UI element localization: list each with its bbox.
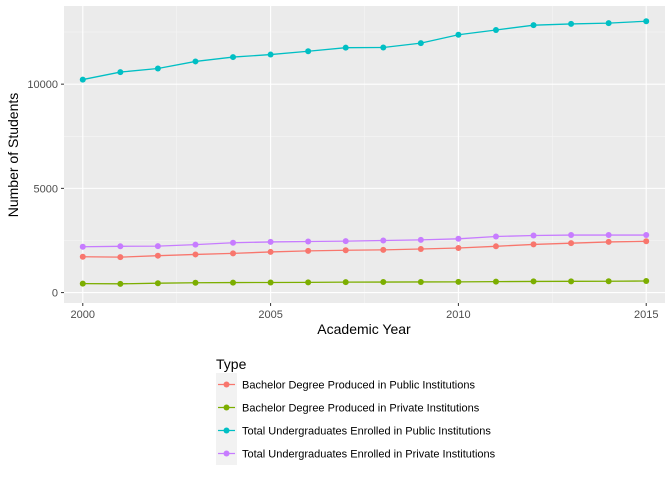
- x-tick-label: 2010: [446, 309, 470, 321]
- legend-label: Bachelor Degree Produced in Public Insti…: [242, 380, 475, 392]
- data-point: [643, 232, 650, 239]
- x-tick-label: 2000: [71, 309, 95, 321]
- series-3: [79, 18, 650, 83]
- data-point: [568, 232, 575, 239]
- data-point: [492, 278, 499, 285]
- legend-item: Bachelor Degree Produced in Private Inst…: [216, 396, 480, 419]
- legend-item: Bachelor Degree Produced in Public Insti…: [216, 373, 475, 396]
- data-point: [192, 58, 199, 65]
- legend-item: Total Undergraduates Enrolled in Private…: [216, 442, 496, 465]
- y-tick-label: 10000: [27, 79, 58, 91]
- data-point: [230, 250, 237, 257]
- data-point: [230, 279, 237, 286]
- data-point: [267, 248, 274, 255]
- legend-label: Total Undergraduates Enrolled in Public …: [242, 426, 491, 438]
- y-axis: 0 5000 10000: [27, 79, 64, 300]
- x-tick-label: 2015: [634, 309, 658, 321]
- data-point: [117, 243, 124, 250]
- data-point: [192, 241, 199, 248]
- legend-item: Total Undergraduates Enrolled in Public …: [216, 419, 491, 442]
- data-point: [305, 238, 312, 245]
- data-point: [568, 20, 575, 27]
- data-point: [342, 247, 349, 254]
- legend-key-point: [223, 404, 230, 411]
- legend-label: Total Undergraduates Enrolled in Private…: [242, 449, 496, 461]
- legend-key-point: [223, 381, 230, 388]
- data-point: [380, 237, 387, 244]
- data-point: [643, 18, 650, 25]
- data-point: [492, 26, 499, 33]
- series-layer: [79, 18, 650, 287]
- data-point: [79, 76, 86, 83]
- data-point: [380, 44, 387, 51]
- data-point: [568, 240, 575, 247]
- data-point: [605, 238, 612, 245]
- data-point: [342, 279, 349, 286]
- data-point: [192, 279, 199, 286]
- data-point: [305, 247, 312, 254]
- series-4: [79, 232, 650, 250]
- y-axis-title: Number of Students: [5, 93, 21, 218]
- data-point: [305, 279, 312, 286]
- legend: Type Bachelor Degree Produced in Public …: [216, 356, 496, 465]
- data-point: [79, 243, 86, 250]
- data-point: [342, 238, 349, 245]
- data-point: [530, 22, 537, 29]
- data-point: [643, 238, 650, 245]
- series-line: [82, 20, 647, 81]
- data-point: [154, 252, 161, 259]
- data-point: [417, 278, 424, 285]
- data-point: [455, 244, 462, 251]
- data-point: [417, 236, 424, 243]
- data-point: [455, 278, 462, 285]
- data-point: [267, 279, 274, 286]
- data-point: [455, 31, 462, 38]
- legend-key-point: [223, 450, 230, 457]
- x-axis: 2000 2005 2010 2015: [71, 303, 658, 321]
- data-point: [417, 246, 424, 253]
- data-point: [154, 243, 161, 250]
- y-tick-label: 5000: [34, 183, 58, 195]
- data-point: [79, 253, 86, 260]
- x-tick-label: 2005: [258, 309, 282, 321]
- data-point: [643, 278, 650, 285]
- data-point: [417, 40, 424, 47]
- data-point: [267, 238, 274, 245]
- series-line: [82, 240, 647, 258]
- x-axis-title: Academic Year: [317, 321, 411, 337]
- series-line: [82, 234, 647, 248]
- data-point: [79, 280, 86, 287]
- series-line: [82, 280, 647, 285]
- data-point: [530, 241, 537, 248]
- data-point: [455, 235, 462, 242]
- legend-title: Type: [216, 356, 247, 372]
- data-point: [342, 44, 349, 51]
- data-point: [605, 232, 612, 239]
- data-point: [117, 254, 124, 261]
- data-point: [568, 278, 575, 285]
- data-point: [605, 278, 612, 285]
- data-point: [605, 20, 612, 27]
- data-point: [492, 233, 499, 240]
- data-point: [380, 279, 387, 286]
- data-point: [154, 280, 161, 287]
- data-point: [154, 65, 161, 72]
- data-point: [530, 232, 537, 239]
- legend-label: Bachelor Degree Produced in Private Inst…: [242, 403, 480, 415]
- data-point: [530, 278, 537, 285]
- data-point: [230, 54, 237, 61]
- data-point: [305, 48, 312, 55]
- data-point: [230, 239, 237, 246]
- series-1: [79, 238, 650, 261]
- data-point: [117, 280, 124, 287]
- y-tick-label: 0: [52, 288, 58, 300]
- data-point: [380, 246, 387, 253]
- data-point: [267, 51, 274, 58]
- data-point: [117, 69, 124, 76]
- data-point: [492, 243, 499, 250]
- series-2: [79, 278, 650, 287]
- data-point: [192, 251, 199, 258]
- legend-key-point: [223, 427, 230, 434]
